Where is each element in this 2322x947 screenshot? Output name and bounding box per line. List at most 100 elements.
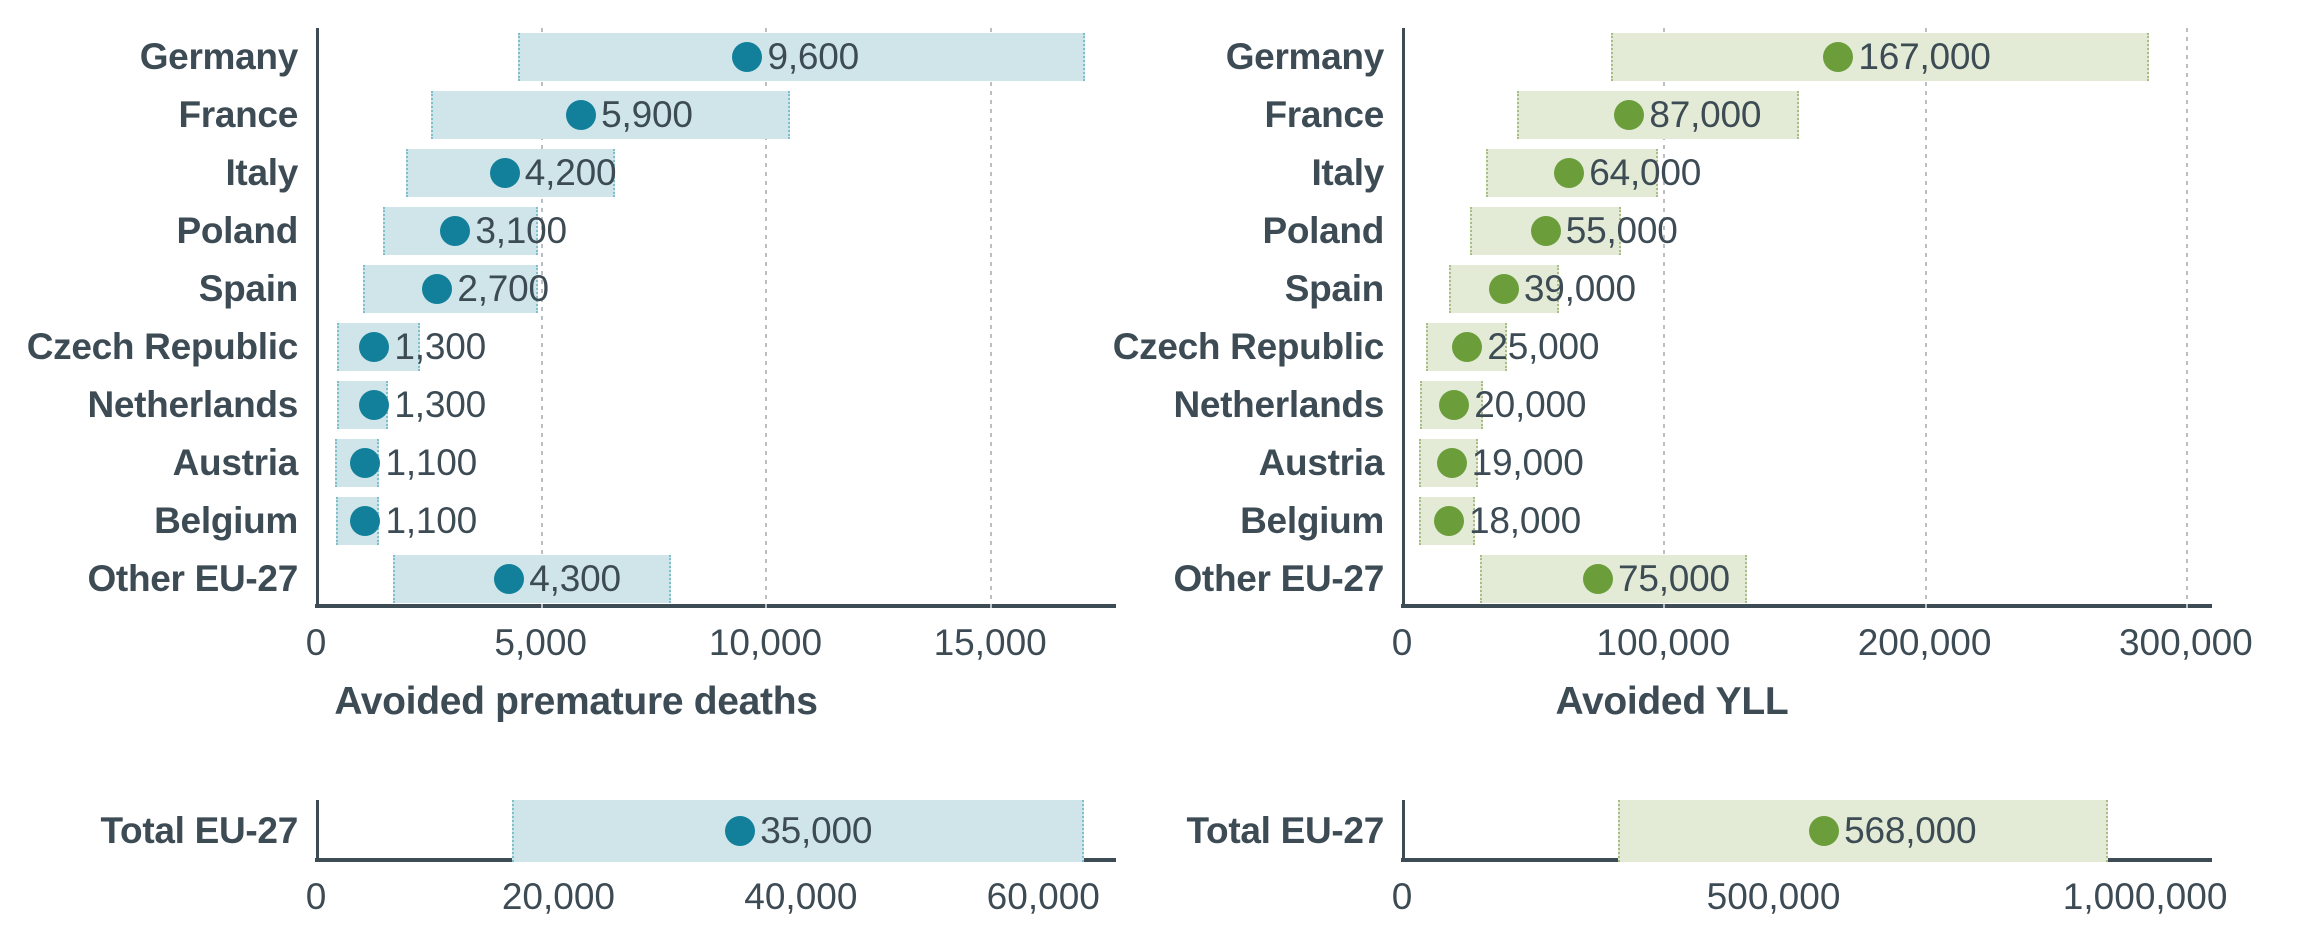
value-marker <box>1554 158 1585 188</box>
chart-row: Austria 1,100 <box>173 434 1116 492</box>
category-label: Italy <box>225 152 298 193</box>
value-label: 64,000 <box>1589 152 1702 193</box>
chart-row: Austria 19,000 <box>1259 434 2212 492</box>
chart-row: Belgium 1,100 <box>154 492 1116 550</box>
value-label: 9,600 <box>767 36 860 77</box>
gridline <box>765 28 768 608</box>
chart-row: Total EU-27 35,000 <box>101 800 1116 862</box>
chart-row: Germany 167,000 <box>1226 28 2212 86</box>
value-marker <box>1434 506 1465 536</box>
chart-row: Other EU-27 4,300 <box>87 550 1116 608</box>
x-axis-ticks-left: 0 5,000 10,000 15,000 <box>306 608 1116 668</box>
x-axis-tick-label: 0 <box>305 622 327 663</box>
value-marker <box>359 390 390 420</box>
x-axis-tick-label: 0 <box>305 876 327 917</box>
chart-row: Poland 55,000 <box>1262 202 2212 260</box>
chart-row: France 5,900 <box>178 86 1116 144</box>
category-label: France <box>1264 94 1384 135</box>
chart-row: Other EU-27 75,000 <box>1173 550 2212 608</box>
gridline <box>990 28 993 608</box>
value-label: 4,200 <box>524 152 617 193</box>
category-label: Czech Republic <box>1112 326 1385 367</box>
chart-row: Spain 2,700 <box>199 260 1116 318</box>
category-label: Austria <box>1258 442 1385 483</box>
value-label: 55,000 <box>1565 210 1678 251</box>
value-label: 25,000 <box>1487 326 1600 367</box>
gridline <box>2185 28 2188 608</box>
category-label: Poland <box>176 210 298 251</box>
category-label: Spain <box>198 268 299 309</box>
x-axis-tick-label: 15,000 <box>933 622 1047 663</box>
value-label: 4,300 <box>529 558 621 599</box>
category-label: France <box>178 94 298 135</box>
value-label: 18,000 <box>1469 500 1581 541</box>
x-axis-spine-left <box>315 604 1116 608</box>
category-label: Other EU-27 <box>1173 558 1384 599</box>
y-axis-spine-right <box>1402 28 1405 608</box>
value-label: 19,000 <box>1471 442 1584 483</box>
value-marker <box>1436 448 1467 478</box>
category-label: Germany <box>139 36 299 77</box>
value-label: 1,100 <box>385 500 478 541</box>
chart-row: Netherlands 1,300 <box>87 376 1116 434</box>
chart-row: Belgium 18,000 <box>1240 492 2212 550</box>
value-label: 20,000 <box>1474 384 1587 425</box>
category-label: Italy <box>1311 152 1384 193</box>
value-marker <box>1823 42 1854 72</box>
uncertainty-range-band <box>383 207 539 255</box>
value-marker <box>566 100 597 130</box>
chart-row: Poland 3,100 <box>176 202 1116 260</box>
value-label: 3,100 <box>475 210 567 251</box>
total-rows-left: Total EU-27 35,000 <box>101 800 1116 862</box>
value-label: 75,000 <box>1617 558 1730 599</box>
value-label: 1,300 <box>394 326 487 367</box>
value-marker <box>440 216 471 246</box>
gridline <box>1924 28 1927 608</box>
category-label: Netherlands <box>87 384 298 425</box>
x-axis-tick-label: 20,000 <box>501 876 616 917</box>
x-axis-tick-label: 100,000 <box>1596 622 1731 663</box>
chart-row: France 87,000 <box>1264 86 2212 144</box>
x-axis-ticks-right: 0 100,000 200,000 300,000 <box>1392 608 2253 668</box>
uncertainty-range-band <box>1449 265 1559 313</box>
uncertainty-range-band <box>518 33 1085 81</box>
x-axis-tick-label: 0 <box>1391 622 1413 663</box>
category-label: Spain <box>1284 268 1385 309</box>
x-axis-title-left: Avoided premature deaths <box>334 680 818 723</box>
uncertainty-range-band <box>1617 800 2108 862</box>
value-label: 1,100 <box>385 442 478 483</box>
value-marker <box>350 506 381 536</box>
value-label: 87,000 <box>1649 94 1762 135</box>
category-label: Czech Republic <box>26 326 299 367</box>
x-axis-tick-label: 200,000 <box>1857 622 1992 663</box>
total-rows-right: Total EU-27 568,000 <box>1187 800 2212 862</box>
uncertainty-range-band <box>1420 381 1483 429</box>
chart-row: Czech Republic 25,000 <box>1113 318 2212 376</box>
value-marker <box>1614 100 1645 130</box>
gridline <box>540 28 543 608</box>
value-marker <box>1809 816 1840 846</box>
y-axis-spine-total-right <box>1402 800 1405 862</box>
x-axis-ticks-total-right: 0 500,000 1,000,000 <box>1392 862 2228 922</box>
x-axis-tick-label: 1,000,000 <box>2062 876 2228 917</box>
total-plot-left: Total EU-27 35,000 0 20,000 40,000 60,000 <box>101 800 1116 917</box>
y-axis-spine-total-left <box>316 800 319 862</box>
category-label: Poland <box>1262 210 1384 251</box>
value-label: 35,000 <box>760 810 873 851</box>
value-marker <box>732 42 763 72</box>
x-axis-tick-label: 5,000 <box>494 622 588 663</box>
main-plot-left: Germany 9,600 France 5,900 Italy 4,200 Poland 3… <box>27 28 1116 723</box>
uncertainty-range-band <box>393 555 672 603</box>
category-label: Total EU-27 <box>100 810 299 851</box>
value-label: 2,700 <box>457 268 549 309</box>
chart-row: Total EU-27 568,000 <box>1187 800 2212 862</box>
x-axis-tick-label: 500,000 <box>1706 876 1841 917</box>
category-label: Netherlands <box>1173 384 1384 425</box>
category-label: Other EU-27 <box>87 558 298 599</box>
chart-row: Netherlands 20,000 <box>1173 376 2212 434</box>
chart-row: Italy 64,000 <box>1311 144 2212 202</box>
value-marker <box>1582 564 1613 594</box>
x-axis-tick-label: 300,000 <box>2118 622 2253 663</box>
x-axis-tick-label: 60,000 <box>986 876 1100 917</box>
